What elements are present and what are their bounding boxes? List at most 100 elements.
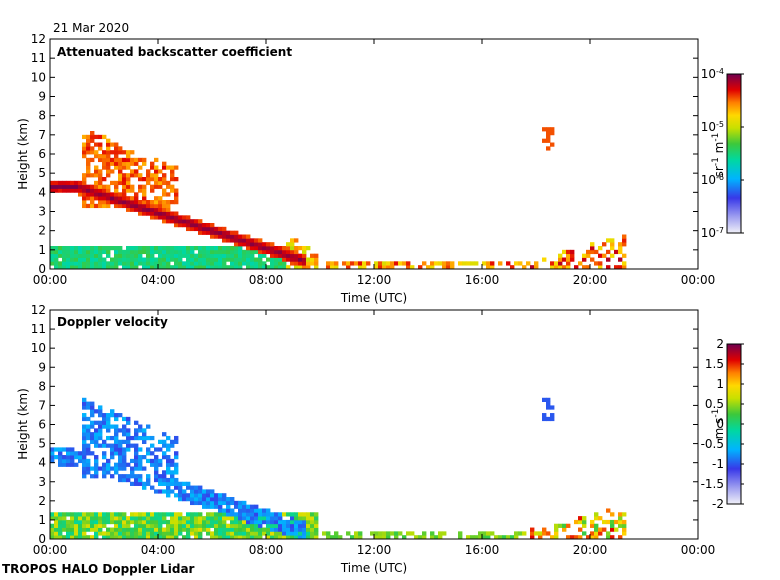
heatmap-cell: [70, 180, 75, 186]
heatmap-cell: [206, 531, 211, 536]
heatmap-cell: [226, 253, 231, 258]
heatmap-cell: [442, 265, 447, 269]
heatmap-cell: [130, 203, 135, 209]
heatmap-cell: [482, 261, 487, 266]
heatmap-cell: [562, 249, 567, 255]
heatmap-cell: [154, 455, 159, 460]
heatmap-cell: [214, 257, 219, 262]
heatmap-cell: [162, 180, 167, 186]
heatmap-cell: [150, 451, 155, 456]
heatmap-cell: [190, 249, 195, 255]
heatmap-cell: [162, 489, 167, 494]
heatmap-cell: [206, 523, 211, 528]
heatmap-cell: [162, 211, 167, 216]
heatmap-cell: [194, 519, 199, 525]
heatmap-cell: [294, 253, 299, 258]
heatmap-cell: [98, 169, 103, 174]
heatmap-cell: [134, 173, 139, 178]
heatmap-cell: [174, 200, 179, 205]
heatmap-cell: [466, 535, 471, 539]
heatmap-cell: [134, 246, 139, 251]
heatmap-cell: [206, 489, 211, 494]
heatmap-cell: [226, 257, 231, 262]
heatmap-cell: [146, 169, 151, 174]
heatmap-cell: [66, 257, 71, 262]
heatmap-cell: [102, 516, 107, 521]
heatmap-cell: [274, 531, 279, 536]
heatmap-cell: [178, 249, 183, 255]
heatmap-cell: [314, 531, 319, 536]
heatmap-cell: [110, 527, 115, 532]
heatmap-cell: [222, 230, 227, 235]
heatmap-cell: [282, 512, 287, 517]
heatmap-cell: [582, 519, 587, 525]
heatmap-cell: [134, 157, 139, 163]
heatmap-cell: [234, 516, 239, 521]
heatmap-cell: [174, 165, 179, 170]
heatmap-cell: [566, 261, 571, 266]
heatmap-cell: [90, 512, 95, 517]
heatmap-cell: [90, 432, 95, 437]
heatmap-cell: [410, 265, 415, 269]
heatmap-cell: [150, 188, 155, 193]
heatmap-cell: [106, 470, 111, 475]
heatmap-cell: [430, 535, 435, 539]
heatmap-cell: [106, 150, 111, 155]
heatmap-cell: [190, 265, 195, 269]
colorbar-tick-label: 10-6: [701, 173, 724, 188]
heatmap-cell: [102, 257, 107, 262]
heatmap-cell: [66, 535, 71, 539]
heatmap-cell: [198, 257, 203, 262]
heatmap-cell: [306, 516, 311, 521]
heatmap-cell: [66, 512, 71, 517]
heatmap-cell: [122, 253, 127, 258]
y-tick-label: 2: [38, 224, 46, 238]
heatmap-cell: [118, 462, 123, 467]
heatmap-cell: [202, 257, 207, 262]
heatmap-cell: [118, 512, 123, 517]
heatmap-cell: [122, 466, 127, 471]
heatmap-cell: [178, 493, 183, 498]
heatmap-cell: [70, 535, 75, 539]
heatmap-cell: [110, 447, 115, 452]
heatmap-cell: [90, 474, 95, 479]
heatmap-cell: [166, 527, 171, 532]
heatmap-cell: [310, 531, 315, 536]
heatmap-cell: [598, 246, 603, 251]
heatmap-cell: [58, 531, 63, 536]
heatmap-cell: [50, 184, 55, 189]
heatmap-cell: [234, 523, 239, 528]
heatmap-cell: [118, 173, 123, 178]
heatmap-cell: [110, 455, 115, 460]
heatmap-cell: [254, 535, 259, 539]
heatmap-cell: [98, 432, 103, 437]
heatmap-cell: [382, 535, 387, 539]
heatmap-cell: [122, 188, 127, 193]
heatmap-cell: [282, 519, 287, 525]
heatmap-cell: [274, 519, 279, 525]
heatmap-cell: [86, 424, 91, 429]
heatmap-cell: [230, 238, 235, 243]
heatmap-cell: [222, 497, 227, 502]
heatmap-cell: [130, 188, 135, 193]
heatmap-cell: [582, 531, 587, 536]
heatmap-cell: [170, 211, 175, 216]
heatmap-cell: [198, 531, 203, 536]
heatmap-cell: [606, 535, 611, 539]
heatmap-cell: [234, 230, 239, 235]
heatmap-cell: [174, 516, 179, 521]
heatmap-cell: [618, 535, 623, 539]
heatmap-cell: [522, 531, 527, 536]
heatmap-cell: [174, 439, 179, 444]
heatmap-cell: [218, 508, 223, 513]
heatmap-cell: [90, 257, 95, 262]
heatmap-cell: [114, 432, 119, 437]
heatmap-cell: [606, 508, 611, 513]
heatmap-cell: [58, 246, 63, 251]
heatmap-cell: [214, 249, 219, 255]
heatmap-cell: [174, 481, 179, 486]
heatmap-cell: [162, 531, 167, 536]
heatmap-cell: [106, 196, 111, 201]
heatmap-cell: [86, 428, 91, 433]
heatmap-cell: [178, 215, 183, 220]
